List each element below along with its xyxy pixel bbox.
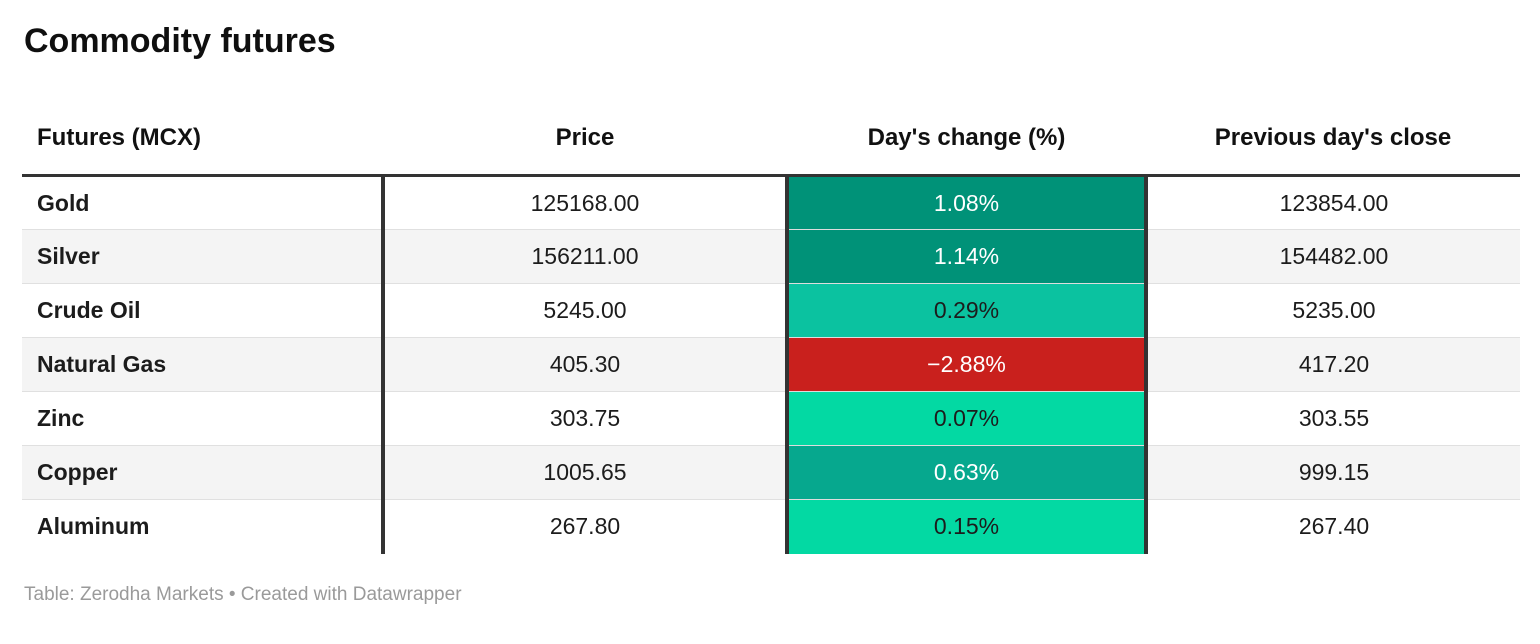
prev-close-cell: 417.20	[1146, 337, 1520, 392]
futures-name-cell: Crude Oil	[22, 283, 385, 338]
table-row-aluminum: Aluminum 267.80 0.15% 267.40	[22, 499, 1520, 554]
header-days-change: Day's change (%)	[787, 62, 1146, 177]
prev-close-cell: 5235.00	[1146, 283, 1520, 338]
futures-name-cell: Gold	[22, 175, 385, 230]
table-row-gold: Gold 125168.00 1.08% 123854.00	[22, 175, 1520, 230]
page-title: Commodity futures	[24, 22, 336, 60]
change-cell: 0.63%	[785, 445, 1148, 500]
table-row-zinc: Zinc 303.75 0.07% 303.55	[22, 391, 1520, 446]
futures-name-cell: Natural Gas	[22, 337, 385, 392]
table-row-crude-oil: Crude Oil 5245.00 0.29% 5235.00	[22, 283, 1520, 338]
prev-close-cell: 267.40	[1146, 499, 1520, 554]
table-header: Futures (MCX) Price Day's change (%) Pre…	[22, 62, 1520, 177]
prev-close-cell: 154482.00	[1146, 229, 1520, 284]
change-cell: 0.15%	[785, 499, 1148, 554]
prev-close-cell: 303.55	[1146, 391, 1520, 446]
table-row-natural-gas: Natural Gas 405.30 −2.88% 417.20	[22, 337, 1520, 392]
header-price: Price	[383, 62, 787, 177]
price-cell: 5245.00	[383, 283, 787, 338]
commodity-futures-table: Futures (MCX) Price Day's change (%) Pre…	[22, 62, 1520, 554]
change-cell: 1.14%	[785, 229, 1148, 284]
table-attribution: Table: Zerodha Markets • Created with Da…	[24, 583, 462, 605]
price-cell: 125168.00	[530, 189, 640, 216]
change-cell: 0.07%	[785, 391, 1148, 446]
futures-name-cell: Copper	[22, 445, 385, 500]
prev-close-cell: 123854.00	[1279, 189, 1389, 216]
futures-name-cell: Zinc	[22, 391, 385, 446]
price-cell: 405.30	[383, 337, 787, 392]
price-cell: 1005.65	[383, 445, 787, 500]
header-previous-close: Previous day's close	[1146, 62, 1520, 177]
futures-name-cell: Silver	[22, 229, 385, 284]
futures-name-cell: Aluminum	[22, 499, 385, 554]
change-cell: −2.88%	[785, 337, 1148, 392]
table-row-copper: Copper 1005.65 0.63% 999.15	[22, 445, 1520, 500]
price-cell: 156211.00	[383, 229, 787, 284]
table-body: Gold 125168.00 1.08% 123854.00 Silver 15…	[22, 175, 1520, 554]
change-cell: 1.08%	[785, 175, 1148, 230]
change-cell: 0.29%	[785, 283, 1148, 338]
price-cell: 267.80	[383, 499, 787, 554]
prev-close-cell: 999.15	[1146, 445, 1520, 500]
price-cell: 303.75	[383, 391, 787, 446]
header-row: Futures (MCX) Price Day's change (%) Pre…	[22, 62, 1520, 177]
table-row-silver: Silver 156211.00 1.14% 154482.00	[22, 229, 1520, 284]
header-futures-mcx: Futures (MCX)	[22, 62, 383, 177]
